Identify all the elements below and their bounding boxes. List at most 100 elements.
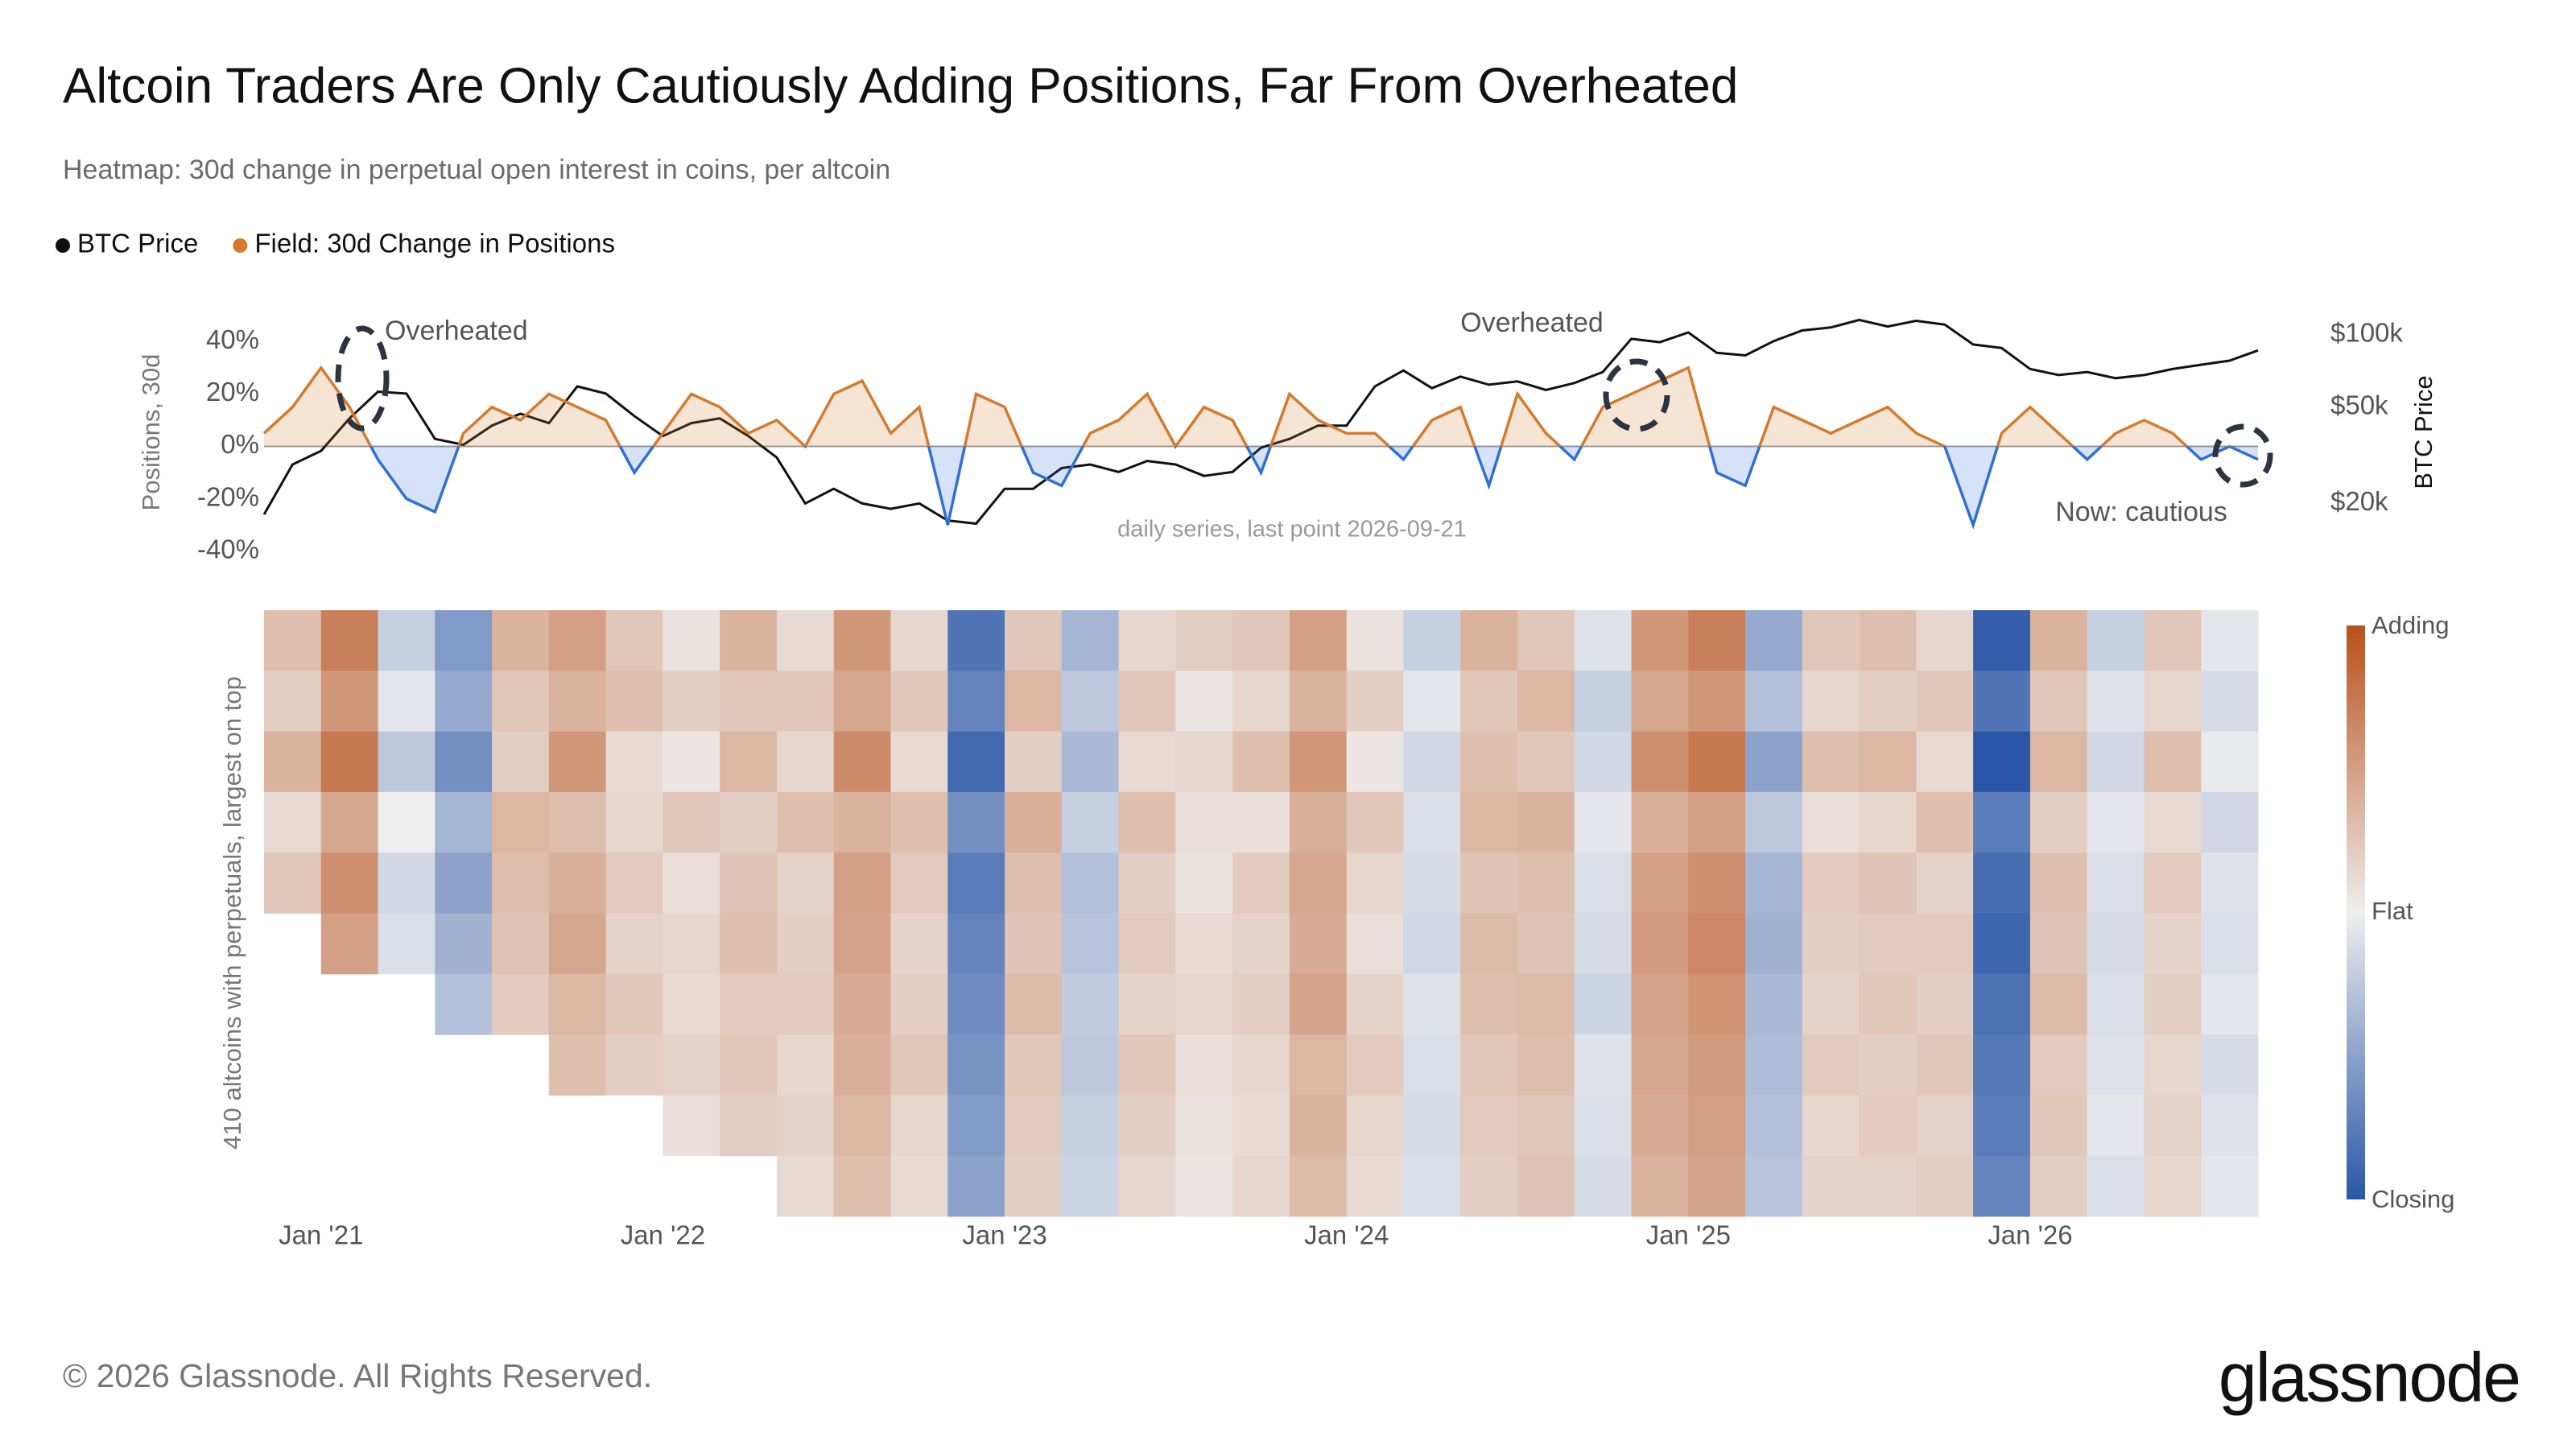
heatmap-cell <box>1973 1095 2031 1157</box>
heatmap-cell <box>1631 1155 1689 1217</box>
heatmap-cell <box>663 852 720 914</box>
heatmap-cell <box>1005 731 1063 793</box>
heatmap-cell <box>2087 913 2145 975</box>
heatmap-cell <box>1232 913 1290 975</box>
heatmap-cell <box>605 791 663 853</box>
heatmap-cell <box>605 852 663 914</box>
heatmap-cell <box>1403 610 1461 671</box>
heatmap-cell <box>1232 1155 1290 1217</box>
heatmap-cell <box>492 671 550 733</box>
heatmap-cell <box>2029 731 2088 793</box>
heatmap-cell <box>1005 1095 1063 1157</box>
heatmap-cell <box>833 610 891 671</box>
heatmap-cell <box>2201 913 2259 975</box>
heatmap-cell <box>2029 1155 2088 1217</box>
heatmap-cell <box>1403 731 1461 793</box>
heatmap-cell <box>663 610 720 671</box>
heatmap-cell <box>1403 852 1461 914</box>
heatmap-cell <box>1802 610 1860 671</box>
heatmap-cell <box>605 913 663 975</box>
heatmap-cell <box>1745 1155 1803 1217</box>
heatmap-cell <box>1118 610 1176 671</box>
heatmap-cell <box>1973 852 2031 914</box>
heatmap-cell <box>1175 671 1233 733</box>
heatmap-cell <box>833 1095 891 1157</box>
heatmap-cell <box>1631 1095 1689 1157</box>
heatmap-cell <box>264 731 322 793</box>
heatmap-cell <box>1745 610 1803 671</box>
heatmap-cell <box>1460 1155 1518 1217</box>
heatmap-cell <box>1574 731 1633 793</box>
heatmap-cell <box>2144 1095 2202 1157</box>
heatmap-cell <box>1859 1034 1917 1096</box>
heatmap-cell <box>947 1034 1005 1096</box>
heatmap-cell <box>1346 1034 1404 1096</box>
heatmap-cell <box>1631 671 1689 733</box>
heatmap-cell <box>320 852 379 914</box>
heatmap-cell <box>776 610 835 671</box>
heatmap-cell <box>947 731 1005 793</box>
heatmap-cell <box>320 731 379 793</box>
heatmap-cell <box>2201 610 2259 671</box>
heatmap-cell <box>947 791 1005 853</box>
heatmap-cell <box>1745 1034 1803 1096</box>
heatmap-cell <box>663 973 720 1035</box>
heatmap-cell <box>320 913 379 975</box>
y-tick-label: -20% <box>197 481 259 511</box>
heatmap-cell <box>1517 1034 1575 1096</box>
heatmap-cell <box>833 791 891 853</box>
heatmap-cell <box>1175 1034 1233 1096</box>
heatmap-cell <box>1802 973 1860 1035</box>
heatmap-cell <box>548 973 607 1035</box>
heatmap-cell <box>1403 973 1461 1035</box>
subtitle: Heatmap: 30d change in perpetual open in… <box>63 155 890 185</box>
heatmap-cell <box>2087 852 2145 914</box>
heatmap-cell <box>890 973 948 1035</box>
heatmap-cell <box>776 913 835 975</box>
heatmap-cell <box>1574 791 1633 853</box>
heatmap-cell <box>1916 913 1974 975</box>
heatmap-cell <box>1175 1095 1233 1157</box>
heatmap-cell <box>1631 852 1689 914</box>
heatmap-cell <box>548 852 607 914</box>
heatmap-cell <box>1232 731 1290 793</box>
heatmap-cell <box>1574 1155 1633 1217</box>
heatmap-cell <box>548 1034 607 1096</box>
heatmap-cell <box>1403 1155 1461 1217</box>
heatmap-cell <box>1517 973 1575 1035</box>
heatmap-cell <box>720 852 778 914</box>
heatmap-cell <box>1916 731 1974 793</box>
heatmap-cell <box>378 913 436 975</box>
heatmap-cell <box>435 791 493 853</box>
title: Altcoin Traders Are Only Cautiously Addi… <box>63 58 1738 114</box>
heatmap-cell <box>1745 731 1803 793</box>
heatmap-cell <box>833 671 891 733</box>
heatmap-cell <box>2087 1095 2145 1157</box>
heatmap-cell <box>2201 1095 2259 1157</box>
heatmap-cell <box>1973 1155 2031 1217</box>
heatmap-cell <box>2029 671 2088 733</box>
annotation: Now: cautious <box>2055 497 2227 527</box>
heatmap-cell <box>1574 1034 1633 1096</box>
heatmap-cell <box>947 610 1005 671</box>
heatmap-cell <box>1289 852 1348 914</box>
heatmap-cell <box>1859 913 1917 975</box>
heatmap-cell <box>492 913 550 975</box>
x-tick-label: Jan '22 <box>621 1220 705 1250</box>
heatmap-cell <box>1346 913 1404 975</box>
heatmap-cell <box>720 1095 778 1157</box>
heatmap-cell <box>1802 1034 1860 1096</box>
heatmap-cell <box>1403 791 1461 853</box>
heatmap-cell <box>2144 1034 2202 1096</box>
heatmap-cell <box>435 671 493 733</box>
heatmap-cell <box>1118 1155 1176 1217</box>
heatmap-cell <box>1118 1034 1176 1096</box>
heatmap-cell <box>1232 610 1290 671</box>
heatmap-cell <box>1517 791 1575 853</box>
heatmap-cell <box>1802 852 1860 914</box>
positions-area <box>264 367 2258 526</box>
heatmap-cell <box>1517 852 1575 914</box>
heatmap-cell <box>1745 852 1803 914</box>
heatmap-cell <box>1631 610 1689 671</box>
heatmap-cell <box>1688 1095 1746 1157</box>
